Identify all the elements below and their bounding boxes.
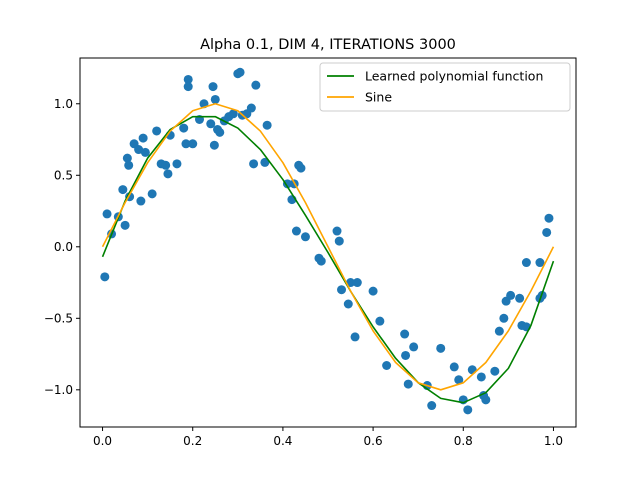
data-point bbox=[499, 313, 509, 323]
data-point bbox=[296, 163, 306, 173]
data-point bbox=[409, 342, 419, 352]
data-point bbox=[454, 375, 464, 385]
data-point bbox=[120, 220, 130, 230]
data-point bbox=[506, 290, 516, 300]
data-point bbox=[260, 157, 270, 167]
data-point bbox=[138, 133, 148, 143]
data-point bbox=[352, 278, 362, 288]
data-point bbox=[249, 159, 259, 169]
data-point bbox=[183, 74, 193, 84]
legend: Learned polynomial function Sine bbox=[319, 62, 571, 112]
x-tick-label: 0.0 bbox=[93, 434, 112, 448]
data-point bbox=[544, 213, 554, 223]
data-point bbox=[228, 109, 238, 119]
data-point bbox=[262, 120, 272, 130]
data-point bbox=[147, 189, 157, 199]
y-tick-label: 1.0 bbox=[54, 97, 73, 111]
data-point bbox=[375, 316, 385, 326]
data-point bbox=[163, 169, 173, 179]
data-point bbox=[401, 350, 411, 360]
axis-ticks: 0.0 0.2 0.4 0.6 0.8 1.0 −1.0 −0.5 0.0 0.5 1.0 bbox=[44, 97, 563, 448]
data-point bbox=[490, 366, 500, 376]
data-point bbox=[251, 80, 261, 90]
data-point bbox=[181, 139, 191, 149]
data-point bbox=[134, 145, 144, 155]
y-tick-label: 0.0 bbox=[54, 240, 73, 254]
data-point bbox=[300, 232, 310, 242]
data-point bbox=[521, 258, 531, 268]
data-point bbox=[206, 119, 216, 129]
x-tick-label: 0.4 bbox=[273, 434, 292, 448]
legend-box bbox=[319, 62, 571, 112]
data-point bbox=[481, 395, 491, 405]
data-point bbox=[427, 401, 437, 411]
x-tick-label: 0.8 bbox=[454, 434, 473, 448]
data-point bbox=[515, 293, 525, 303]
data-point bbox=[382, 361, 392, 370]
data-point bbox=[136, 196, 146, 206]
data-point bbox=[124, 160, 134, 170]
data-point bbox=[350, 332, 360, 342]
data-point bbox=[215, 127, 225, 137]
data-point bbox=[476, 372, 486, 382]
data-point bbox=[282, 179, 292, 189]
data-point bbox=[246, 103, 256, 113]
data-point bbox=[152, 126, 162, 136]
data-point bbox=[102, 209, 112, 219]
y-tick-label: −0.5 bbox=[44, 311, 73, 325]
data-point bbox=[535, 258, 545, 268]
data-point bbox=[179, 123, 189, 133]
data-point bbox=[337, 285, 347, 295]
data-point bbox=[343, 299, 353, 309]
data-point bbox=[334, 236, 344, 246]
data-point bbox=[208, 82, 218, 92]
data-point bbox=[100, 272, 110, 282]
data-point bbox=[140, 147, 150, 157]
data-point bbox=[122, 153, 132, 163]
data-point bbox=[463, 405, 473, 415]
series-line-sine bbox=[101, 102, 555, 391]
data-point bbox=[210, 94, 220, 104]
data-point bbox=[188, 139, 198, 149]
x-tick-label: 1.0 bbox=[544, 434, 563, 448]
data-point bbox=[118, 185, 128, 195]
data-point bbox=[346, 278, 356, 288]
data-point bbox=[368, 286, 378, 296]
x-tick-label: 0.6 bbox=[364, 434, 383, 448]
y-tick-label: −1.0 bbox=[44, 383, 73, 397]
data-point bbox=[542, 227, 552, 237]
data-point bbox=[436, 343, 446, 353]
data-point bbox=[235, 67, 245, 77]
axes-frame bbox=[79, 57, 577, 428]
data-point bbox=[161, 160, 171, 170]
data-point bbox=[332, 226, 342, 236]
data-point bbox=[291, 226, 301, 236]
data-point bbox=[449, 362, 459, 372]
data-point bbox=[403, 379, 413, 389]
legend-label: Sine bbox=[365, 90, 392, 105]
data-point bbox=[494, 326, 504, 336]
chart-title: Alpha 0.1, DIM 4, ITERATIONS 3000 bbox=[200, 37, 456, 53]
plot-area bbox=[100, 67, 555, 415]
data-point bbox=[183, 82, 193, 92]
data-point bbox=[172, 159, 182, 169]
y-tick-label: 0.5 bbox=[54, 168, 73, 182]
data-point bbox=[467, 365, 477, 375]
data-point bbox=[316, 256, 326, 266]
data-point bbox=[400, 329, 410, 339]
x-tick-label: 0.2 bbox=[183, 434, 202, 448]
legend-label: Learned polynomial function bbox=[365, 69, 543, 84]
data-point bbox=[209, 140, 219, 150]
